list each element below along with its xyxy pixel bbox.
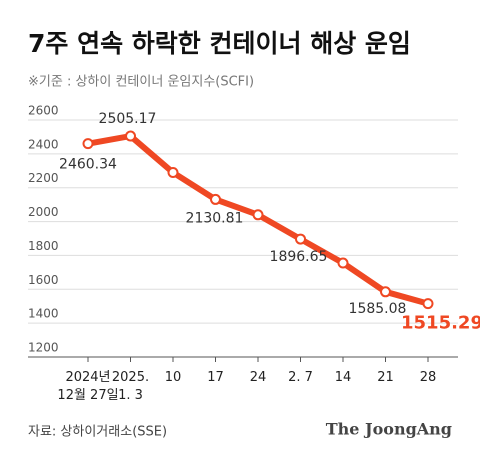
chart-title: 7주 연속 하락한 컨테이너 해상 운임 (28, 29, 411, 58)
x-tick-label-line: 12월 27일 (57, 388, 118, 403)
x-tick-label-line: 17 (207, 370, 224, 385)
value-label: 2505.17 (99, 111, 157, 127)
x-tick-label: 2025. 1. 3 (112, 370, 149, 403)
x-tick-label: 2024년 12월 27일 (57, 370, 118, 403)
y-tick-label: 2000 (28, 205, 59, 219)
point (167, 166, 179, 178)
y-tick-label: 2400 (28, 137, 59, 151)
point (337, 257, 349, 269)
y-tick-label: 1800 (28, 239, 59, 253)
point (422, 298, 434, 310)
x-tick-label: 21 (377, 370, 394, 385)
logo: The JoongAng (326, 420, 452, 439)
x-tick-label: 14 (335, 370, 352, 385)
value-label: 1515.29 (401, 313, 480, 334)
value-label: 2130.81 (186, 210, 244, 226)
chart-subtitle: ※기준 : 상하이 컨테이너 운임지수(SCFI) (28, 75, 254, 90)
x-tick-label: 2. 7 (288, 370, 313, 385)
y-tick-label: 2200 (28, 171, 59, 185)
x-tick-label: 24 (250, 370, 267, 385)
x-tick-label-line: 14 (335, 370, 352, 385)
x-tick-label-line: 2024년 (65, 370, 110, 385)
y-tick-label: 2600 (28, 104, 59, 118)
y-tick-label: 1600 (28, 273, 59, 287)
x-tick-label-line: 28 (420, 370, 437, 385)
point (210, 193, 221, 205)
x-tick-label-line: 2025. (112, 370, 149, 385)
x-tick-label: 10 (165, 370, 182, 385)
value-label: 1585.08 (349, 301, 407, 317)
point (125, 130, 136, 142)
x-tick-label: 17 (207, 370, 224, 385)
point (380, 286, 391, 298)
source: 자료: 상하이거래소(SSE) (28, 425, 167, 440)
x-tick-label: 28 (420, 370, 437, 385)
y-tick-label: 1400 (28, 307, 59, 321)
x-tick-label-line: 2. 7 (288, 370, 313, 385)
point (82, 138, 94, 150)
x-tick-label-line: 1. 3 (118, 388, 143, 403)
x-tick-label-line: 21 (377, 370, 394, 385)
y-tick-label: 1200 (28, 341, 59, 355)
x-tick-label-line: 10 (165, 370, 182, 385)
point (295, 233, 306, 245)
value-label: 2460.34 (59, 157, 117, 173)
value-label: 1896.65 (270, 249, 328, 265)
x-tick-label-line: 24 (250, 370, 267, 385)
point (252, 209, 264, 221)
